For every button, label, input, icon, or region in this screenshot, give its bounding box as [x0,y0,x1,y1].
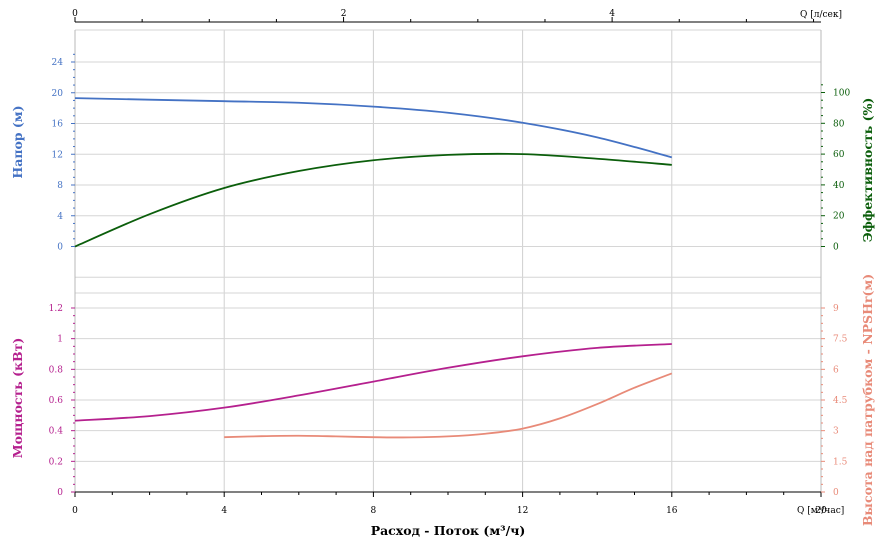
head-axis-title: Напор (м) [10,105,25,178]
head-axis-tick-label: 12 [52,150,63,160]
tick-layer: 0 4 8 12 16 200 2 40481216202402040608010000.20… [49,9,851,516]
power-axis-tick-label: 0.8 [49,365,64,375]
x-bottom-tick-label: 16 [666,506,678,516]
efficiency-axis-tick-label: 0 [833,243,839,253]
head-axis-tick-label: 16 [52,120,64,130]
power-axis-tick-label: 0 [57,488,63,498]
npsh-axis-tick-label: 1.5 [833,457,848,467]
power-axis-tick-label: 0.2 [49,457,63,467]
head-axis-tick-label: 0 [57,243,63,253]
power-curve [74,343,672,422]
efficiency-axis-tick-label: 20 [833,212,845,222]
power-axis-tick-label: 0.4 [49,427,64,437]
x-top-tick-label: 2 [341,9,347,19]
efficiency-axis-tick-label: 80 [833,119,845,129]
power-axis-tick-label: 0.6 [49,396,64,406]
head-axis-tick-label: 20 [52,89,64,99]
x-top-tick-label: 0 [72,9,78,19]
x-top-tick-label: 4 [609,9,615,19]
power-axis-title: Мощность (кВт) [10,338,25,459]
npsh-axis-tick-label: 4.5 [833,396,848,406]
npsh-axis-title: Высота над патрубком - NPSHr(м) [860,274,875,526]
npsh-curve [224,372,673,439]
head-curve [74,97,673,159]
x-axis-title: Расход - Поток (м³/ч) [371,523,526,538]
x-bottom-unit-label: Q [м³/час] [797,506,844,516]
power-axis-tick-label: 1 [57,335,63,345]
npsh-axis-tick-label: 3 [833,427,839,437]
series-layer [74,97,673,439]
head-axis-tick-label: 8 [57,181,63,191]
head-axis-tick-label: 4 [57,212,63,222]
x-bottom-tick-label: 20 [815,506,827,516]
x-bottom-tick-label: 0 [72,506,78,516]
efficiency-axis-tick-label: 60 [833,150,845,160]
efficiency-axis-title: Эффективность (%) [860,98,875,243]
grid-layer [75,29,821,493]
power-axis-tick-label: 1.2 [49,304,63,314]
npsh-axis-tick-label: 0 [833,488,839,498]
x-bottom-tick-label: 4 [221,506,227,516]
efficiency-axis-tick-label: 100 [833,89,850,99]
x-bottom-tick-label: 12 [517,506,528,516]
head-axis-tick-label: 24 [52,58,64,68]
x-bottom-tick-label: 8 [371,506,377,516]
efficiency-axis-tick-label: 40 [833,181,845,191]
npsh-axis-tick-label: 6 [833,365,839,375]
npsh-axis-tick-label: 7.5 [833,335,848,345]
x-top-unit-label: Q [л/сек] [800,10,842,20]
efficiency-curve [74,152,672,248]
npsh-axis-tick-label: 9 [833,304,839,314]
